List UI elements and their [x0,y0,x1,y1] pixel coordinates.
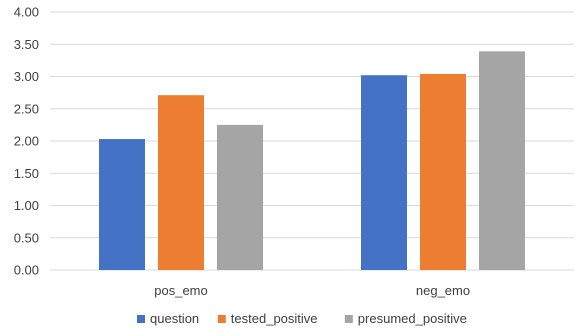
bars [99,51,525,271]
y-tick-label: 1.00 [14,198,39,213]
y-tick-label: 2.00 [14,134,39,149]
y-tick-label: 1.50 [14,166,39,181]
bar-presumed_positive-neg_emo [479,51,525,270]
bar-tested_positive-pos_emo [158,95,204,270]
category-label: pos_emo [154,283,207,298]
bar-question-neg_emo [361,75,407,271]
legend-label-question: question [150,311,199,326]
y-axis-tick-labels: 0.00 0.50 1.00 1.50 2.00 2.50 3.00 3.50 4.00 [14,5,39,278]
y-tick-label: 4.00 [14,5,39,20]
y-tick-label: 2.50 [14,101,39,116]
y-tick-label: 0.50 [14,230,39,245]
x-axis-category-labels: pos_emo neg_emo [154,283,470,298]
legend-swatch-tested_positive [217,315,226,323]
legend-label-presumed_positive: presumed_positive [358,311,467,326]
legend-swatch-question [137,315,145,323]
legend-label-tested_positive: tested_positive [231,311,318,326]
bar-question-pos_emo [99,139,145,270]
legend: question tested_positive presumed_positive [137,311,467,326]
bar-presumed_positive-pos_emo [217,124,263,270]
legend-swatch-presumed_positive [344,315,353,323]
y-tick-label: 3.00 [14,69,39,84]
category-label: neg_emo [416,283,470,298]
bar-tested_positive-neg_emo [420,73,466,270]
y-tick-label: 0.00 [14,263,39,278]
y-tick-label: 3.50 [14,37,39,52]
